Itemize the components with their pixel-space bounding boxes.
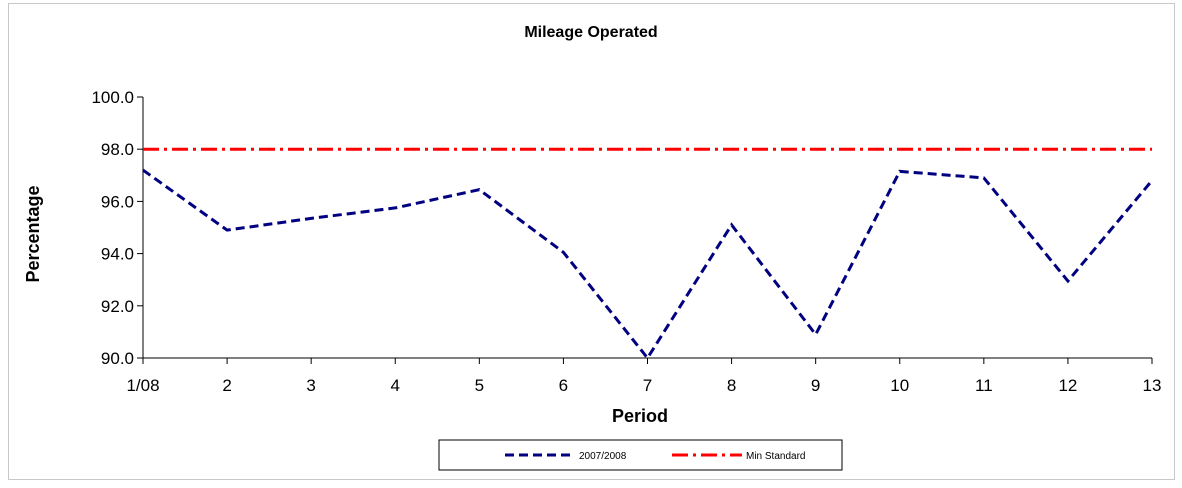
plot-area: 90.0 92.0 94.0 96.0 98.0 100.0 1/08 2 3 4 5 6 7 8 9 10 1… (91, 88, 1161, 395)
x-axis-label: Period (612, 406, 668, 426)
x-tick-label: 12 (1058, 376, 1077, 395)
x-tick-label: 6 (559, 376, 568, 395)
x-tick-label: 7 (643, 376, 652, 395)
x-tick-label: 13 (1143, 376, 1162, 395)
x-tick-label: 5 (475, 376, 484, 395)
x-tick-label: 3 (306, 376, 315, 395)
y-tick-label: 96.0 (101, 192, 134, 211)
series-line-1 (142, 168, 1154, 361)
x-tick-label: 4 (391, 376, 400, 395)
y-tick-label: 90.0 (101, 349, 134, 368)
chart-title: Mileage Operated (524, 24, 657, 41)
y-tick-label: 100.0 (91, 88, 134, 107)
x-tick-label: 11 (975, 376, 993, 395)
x-tick-label: 10 (890, 376, 909, 395)
legend-label-1: 2007/2008 (579, 451, 627, 462)
legend-label-2: Min Standard (746, 451, 805, 462)
y-axis-label: Percentage (23, 185, 43, 282)
line-chart: Mileage Operated 90.0 92.0 94.0 96.0 98.0 100… (23, 24, 1161, 471)
y-tick-label: 98.0 (101, 140, 134, 159)
x-tick-label: 2 (222, 376, 231, 395)
legend-box (438, 439, 843, 471)
chart-frame: Mileage Operated 90.0 92.0 94.0 96.0 98.0 100… (8, 3, 1175, 480)
x-tick-label: 8 (727, 376, 736, 395)
y-tick-label: 94.0 (101, 245, 134, 264)
y-tick-label: 92.0 (101, 297, 134, 316)
x-tick-label: 1/08 (126, 376, 159, 395)
x-tick-label: 9 (811, 376, 820, 395)
legend: 2007/2008 Min Standard (438, 439, 843, 471)
